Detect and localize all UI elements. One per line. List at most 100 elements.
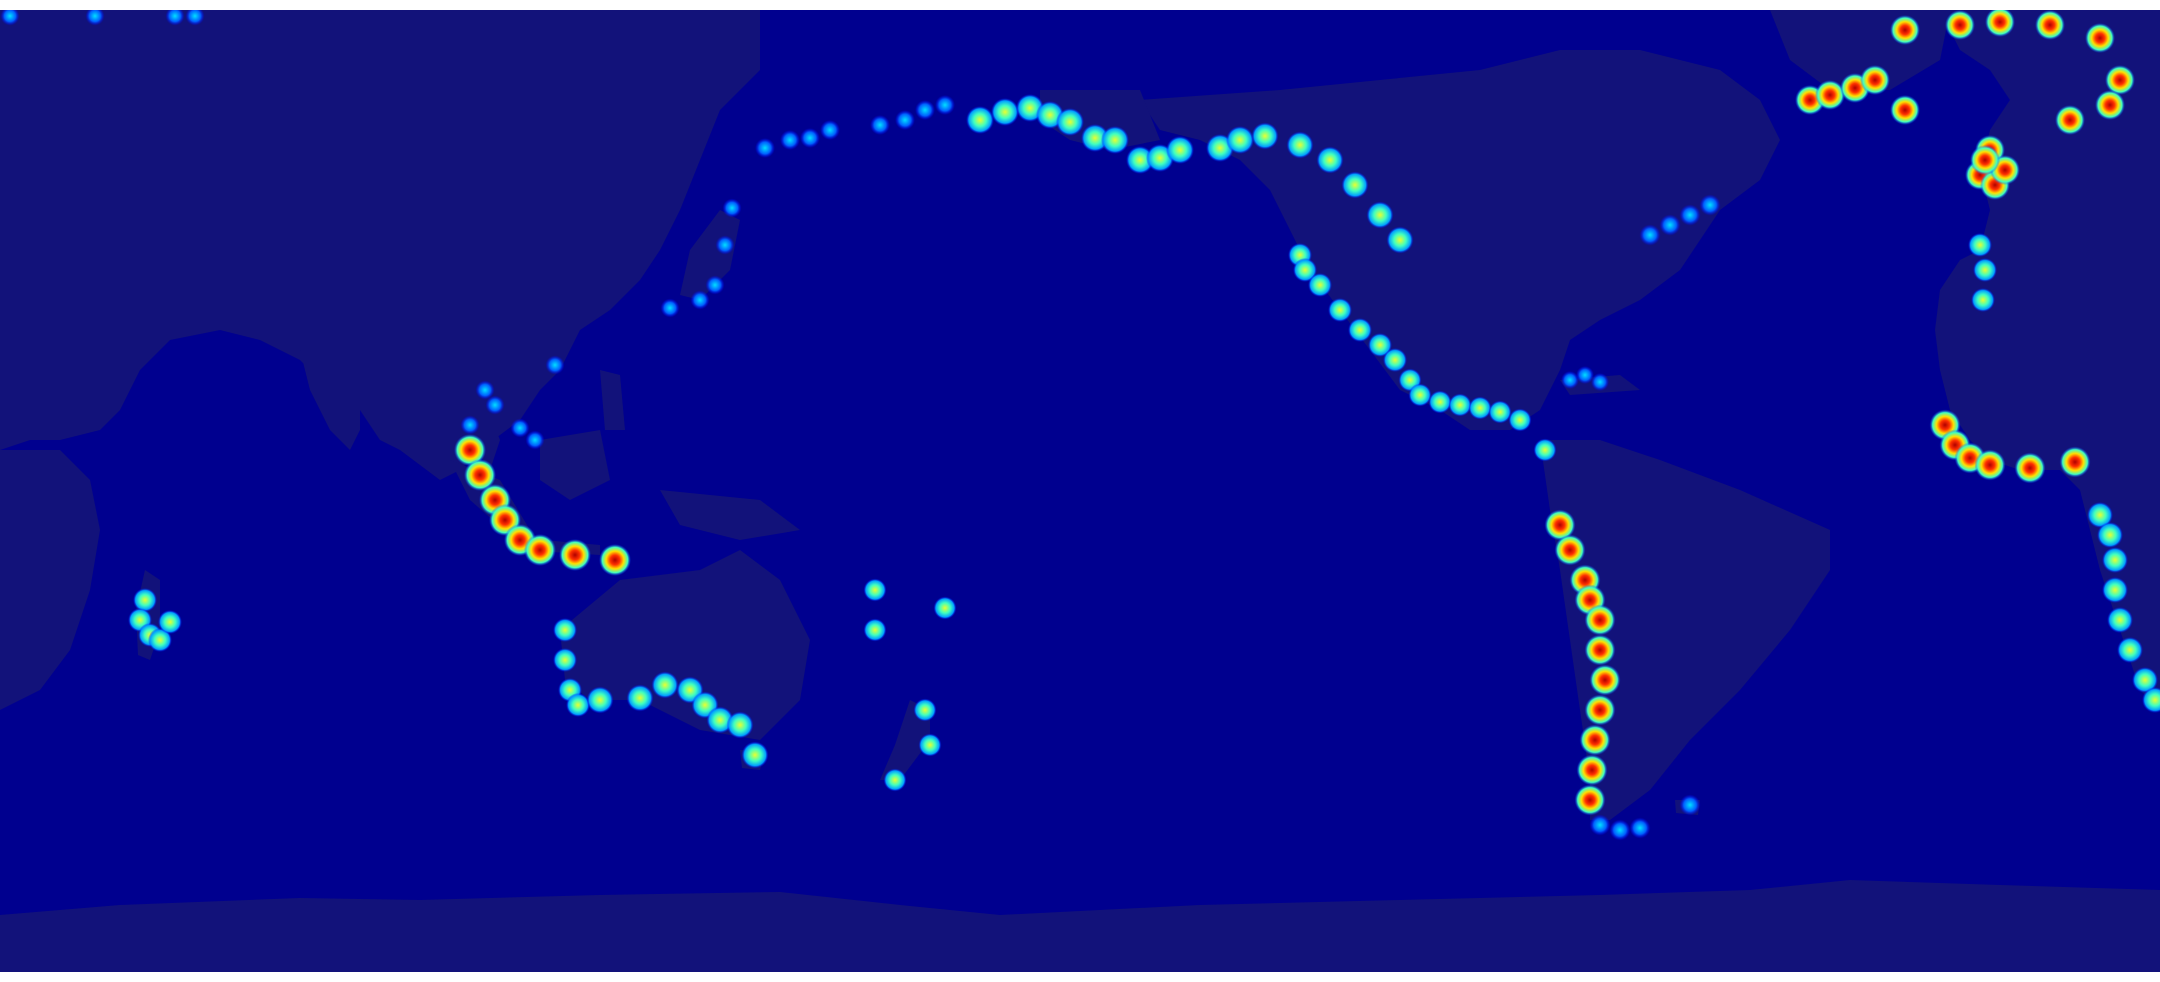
hotspot-new-zealand-1 bbox=[918, 733, 942, 757]
hotspot-southwest-africa-coast-0 bbox=[2087, 502, 2113, 528]
hotspot-us-east-coast-2 bbox=[1679, 204, 1701, 226]
hotspot-north-sea-europe-9 bbox=[1970, 145, 2000, 175]
hotspot-north-america-west-coast-5 bbox=[1368, 333, 1392, 357]
hotspot-us-east-coast-1 bbox=[1659, 214, 1681, 236]
hotspot-north-sea-europe-15 bbox=[2105, 65, 2135, 95]
hotspot-north-sea-europe-10 bbox=[1890, 15, 1920, 45]
hotspot-patagonia-1 bbox=[1609, 819, 1631, 841]
hotspot-north-sea-europe-4 bbox=[1890, 95, 1920, 125]
hotspot-aleutians-6 bbox=[1101, 126, 1129, 154]
hotspot-western-australia-1 bbox=[553, 648, 577, 672]
hotspot-fiji-tonga-2 bbox=[933, 596, 957, 620]
hotspot-south-china-sea-philippines-4 bbox=[475, 380, 495, 400]
hotspot-sumatra-java-5 bbox=[524, 534, 556, 566]
land-australia bbox=[560, 550, 810, 740]
hotspot-mexico-central-america-5 bbox=[1488, 400, 1512, 424]
hotspot-mexico-central-america-2 bbox=[1428, 390, 1452, 414]
hotspot-japan-2 bbox=[705, 275, 725, 295]
hotspot-iberia-west-coast-2 bbox=[1971, 288, 1995, 312]
hotspot-madagascar-3 bbox=[148, 628, 172, 652]
hotspot-layer bbox=[0, 10, 2160, 841]
hotspot-new-zealand-2 bbox=[883, 768, 907, 792]
hotspot-mexico-central-america-6 bbox=[1508, 408, 1532, 432]
hotspot-north-sea-europe-12 bbox=[1985, 10, 2015, 37]
hotspot-north-america-west-coast-4 bbox=[1348, 318, 1372, 342]
hotspot-north-atlantic-top-left-0 bbox=[0, 10, 20, 26]
hotspot-south-america-west-coast-5 bbox=[1584, 634, 1616, 666]
hotspot-south-china-sea-philippines-3 bbox=[485, 395, 505, 415]
hotspot-south-america-west-coast-1 bbox=[1554, 534, 1586, 566]
map-canvas bbox=[0, 10, 2160, 972]
hotspot-south-china-sea-philippines-5 bbox=[460, 415, 480, 435]
hotspot-patagonia-3 bbox=[1679, 794, 1701, 816]
hotspot-south-america-west-coast-6 bbox=[1589, 664, 1621, 696]
hotspot-sumatra-java-0 bbox=[454, 434, 486, 466]
hotspot-west-africa-gulf-of-guinea-5 bbox=[2059, 446, 2091, 478]
hotspot-southwest-africa-coast-2 bbox=[2102, 547, 2128, 573]
land-layer bbox=[0, 10, 2160, 972]
hotspot-iberia-west-coast-1 bbox=[1973, 258, 1997, 282]
hotspot-aleutians-9 bbox=[1166, 136, 1194, 164]
hotspot-kuril-kamchatka-1 bbox=[780, 130, 800, 150]
hotspot-southern-australia-0 bbox=[586, 686, 614, 714]
hotspot-kuril-kamchatka-7 bbox=[935, 95, 955, 115]
hotspot-north-america-west-coast-3 bbox=[1328, 298, 1352, 322]
hotspot-sumatra-java-7 bbox=[599, 544, 631, 576]
hotspot-north-america-west-coast-6 bbox=[1383, 348, 1407, 372]
hotspot-mexico-central-america-3 bbox=[1448, 393, 1472, 417]
hotspot-south-china-sea-philippines-2 bbox=[510, 418, 530, 438]
hotspot-mexico-central-america-4 bbox=[1468, 396, 1492, 420]
hotspot-madagascar-4 bbox=[158, 610, 182, 634]
land-new-zealand bbox=[880, 700, 930, 780]
hotspot-west-africa-gulf-of-guinea-3 bbox=[1974, 449, 2006, 481]
hotspot-north-sea-europe-14 bbox=[2085, 23, 2115, 53]
hotspot-kuril-kamchatka-0 bbox=[755, 138, 775, 158]
hotspot-fiji-tonga-1 bbox=[863, 618, 887, 642]
hotspot-north-sea-europe-13 bbox=[2035, 10, 2065, 40]
hotspot-alaska-gulf-0 bbox=[1251, 122, 1279, 150]
hotspot-patagonia-2 bbox=[1629, 817, 1651, 839]
hotspot-kuril-kamchatka-2 bbox=[800, 128, 820, 148]
land-philippines bbox=[600, 370, 625, 430]
hotspot-alaska-gulf-4 bbox=[1366, 201, 1394, 229]
hotspot-new-zealand-0 bbox=[913, 698, 937, 722]
hotspot-madagascar-0 bbox=[133, 588, 157, 612]
hotspot-north-atlantic-top-left-1 bbox=[85, 10, 105, 26]
land-antarctica bbox=[0, 880, 2160, 972]
hotspot-north-sea-europe-16 bbox=[2095, 90, 2125, 120]
hotspot-southern-australia-1 bbox=[626, 684, 654, 712]
hotspot-south-america-west-coast-8 bbox=[1579, 724, 1611, 756]
hotspot-south-america-west-coast-9 bbox=[1576, 754, 1608, 786]
hotspot-north-atlantic-top-left-3 bbox=[185, 10, 205, 26]
hotspot-aleutians-11 bbox=[1226, 126, 1254, 154]
hotspot-southwest-africa-coast-6 bbox=[2132, 667, 2158, 693]
hotspot-western-australia-3 bbox=[566, 693, 590, 717]
hotspot-japan-3 bbox=[690, 290, 710, 310]
hotspot-sumatra-java-6 bbox=[559, 539, 591, 571]
hotspot-southwest-africa-coast-3 bbox=[2102, 577, 2128, 603]
hotspot-caribbean-0 bbox=[1561, 371, 1579, 389]
hotspot-kuril-kamchatka-5 bbox=[895, 110, 915, 130]
hotspot-southern-australia-7 bbox=[741, 741, 769, 769]
hotspot-mexico-central-america-7 bbox=[1533, 438, 1557, 462]
hotspot-southwest-africa-coast-5 bbox=[2117, 637, 2143, 663]
hotspot-us-east-coast-3 bbox=[1699, 194, 1721, 216]
hotspot-us-east-coast-0 bbox=[1639, 224, 1661, 246]
hotspot-aleutians-1 bbox=[991, 98, 1019, 126]
hotspot-patagonia-0 bbox=[1589, 814, 1611, 836]
hotspot-north-sea-europe-17 bbox=[2055, 105, 2085, 135]
hotspot-fiji-tonga-0 bbox=[863, 578, 887, 602]
hotspot-south-america-west-coast-4 bbox=[1584, 604, 1616, 636]
hotspot-alaska-gulf-1 bbox=[1286, 131, 1314, 159]
hotspot-southwest-africa-coast-7 bbox=[2142, 687, 2160, 713]
hotspot-south-america-west-coast-10 bbox=[1574, 784, 1606, 816]
hotspot-kuril-kamchatka-3 bbox=[820, 120, 840, 140]
hotspot-alaska-gulf-3 bbox=[1341, 171, 1369, 199]
hotspot-southwest-africa-coast-1 bbox=[2097, 522, 2123, 548]
hotspot-aleutians-4 bbox=[1056, 108, 1084, 136]
heatmap-world-map bbox=[0, 10, 2160, 972]
hotspot-north-sea-europe-1 bbox=[1815, 80, 1845, 110]
land-borneo bbox=[540, 430, 610, 500]
hotspot-north-atlantic-top-left-2 bbox=[165, 10, 185, 26]
hotspot-caribbean-1 bbox=[1576, 366, 1594, 384]
